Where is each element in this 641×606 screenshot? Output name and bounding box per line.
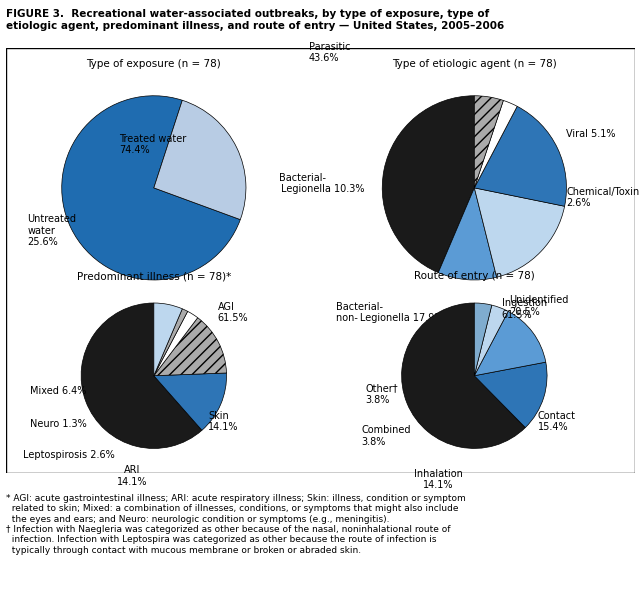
Text: Chemical/Toxin
2.6%: Chemical/Toxin 2.6% (567, 187, 640, 208)
Wedge shape (474, 311, 545, 376)
Text: ARI
14.1%: ARI 14.1% (117, 465, 147, 487)
Wedge shape (474, 106, 567, 206)
Wedge shape (474, 362, 547, 428)
Wedge shape (474, 96, 503, 188)
Text: Mixed 6.4%: Mixed 6.4% (30, 386, 87, 396)
Wedge shape (154, 100, 246, 219)
Text: Treated water
74.4%: Treated water 74.4% (119, 134, 187, 155)
Text: FIGURE 3.  Recreational water-associated outbreaks, by type of exposure, type of: FIGURE 3. Recreational water-associated … (6, 9, 504, 31)
Text: Leptospirosis 2.6%: Leptospirosis 2.6% (23, 450, 115, 459)
Wedge shape (474, 101, 517, 188)
Text: Inhalation
14.1%: Inhalation 14.1% (413, 469, 462, 490)
Text: Contact
15.4%: Contact 15.4% (538, 411, 576, 432)
Wedge shape (438, 188, 497, 280)
Wedge shape (474, 188, 565, 277)
Title: Route of entry (n = 78): Route of entry (n = 78) (414, 271, 535, 281)
Text: Other†
3.8%: Other† 3.8% (365, 384, 398, 405)
Text: Unidentified
20.5%: Unidentified 20.5% (509, 295, 569, 316)
Wedge shape (474, 303, 492, 376)
Text: Combined
3.8%: Combined 3.8% (362, 425, 411, 447)
Text: Viral 5.1%: Viral 5.1% (567, 129, 616, 139)
Wedge shape (154, 309, 188, 376)
Wedge shape (154, 318, 226, 376)
Wedge shape (62, 96, 240, 280)
Wedge shape (402, 303, 526, 448)
Text: Untreated
water
25.6%: Untreated water 25.6% (27, 215, 76, 247)
Title: Predominant illness (n = 78)*: Predominant illness (n = 78)* (77, 271, 231, 281)
Text: Parasitic
43.6%: Parasitic 43.6% (308, 42, 350, 63)
Text: Ingestion
61.5%: Ingestion 61.5% (502, 298, 547, 319)
Wedge shape (474, 305, 508, 376)
Text: AGI
61.5%: AGI 61.5% (217, 302, 248, 323)
Wedge shape (382, 96, 474, 273)
Text: Neuro 1.3%: Neuro 1.3% (30, 419, 87, 428)
Wedge shape (81, 303, 202, 448)
Title: Type of exposure (n = 78): Type of exposure (n = 78) (87, 59, 221, 69)
Wedge shape (154, 373, 226, 430)
Text: Bacterial-
non- Legionella 17.9%: Bacterial- non- Legionella 17.9% (336, 302, 444, 324)
Wedge shape (154, 303, 182, 376)
Text: Skin
14.1%: Skin 14.1% (208, 411, 239, 432)
Text: Bacterial-
 Legionella 10.3%: Bacterial- Legionella 10.3% (279, 173, 364, 195)
Text: * AGI: acute gastrointestinal illness; ARI: acute respiratory illness; Skin: ill: * AGI: acute gastrointestinal illness; A… (6, 494, 466, 555)
Title: Type of etiologic agent (n = 78): Type of etiologic agent (n = 78) (392, 59, 557, 69)
Wedge shape (154, 311, 197, 376)
